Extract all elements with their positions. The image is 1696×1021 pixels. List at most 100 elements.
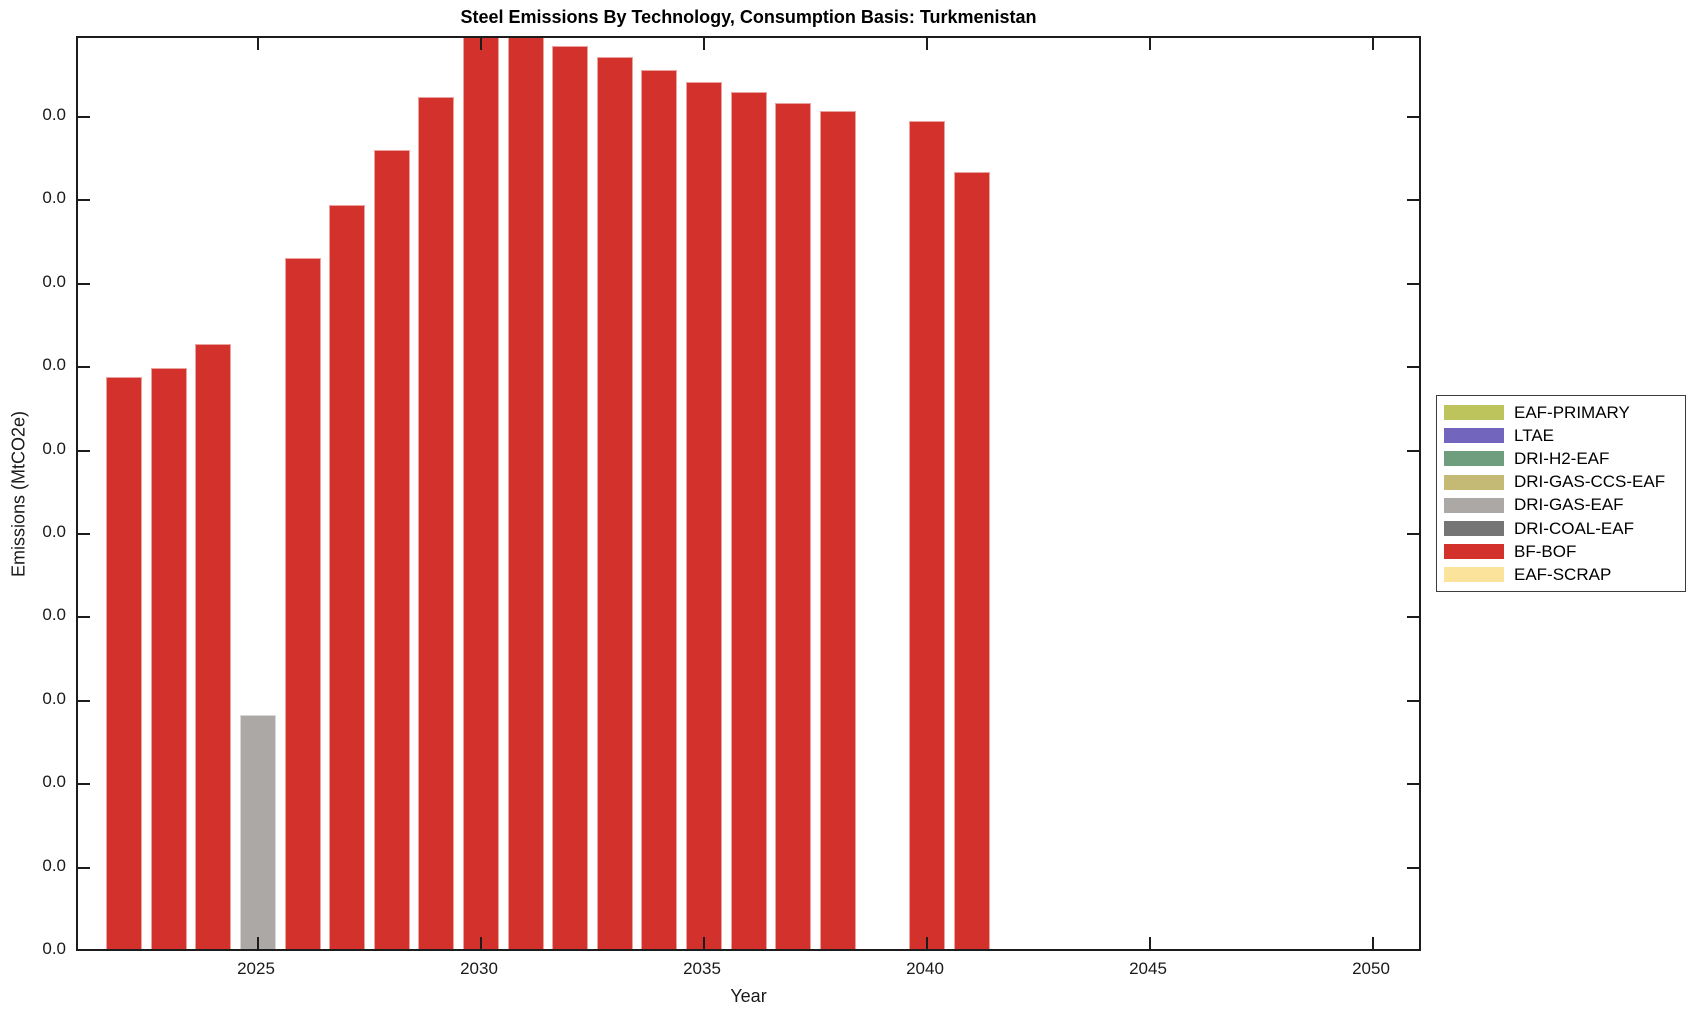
- legend-swatch: [1444, 521, 1504, 537]
- bar-2036-bf-bof: [730, 92, 767, 949]
- bar-2028-bf-bof: [373, 150, 410, 949]
- bar-2040-bf-bof: [909, 120, 945, 949]
- x-tick-mark: [703, 937, 705, 949]
- y-tick-mark: [78, 783, 90, 786]
- y-tick-mark: [1407, 533, 1419, 535]
- bar-2030-bf-bof: [463, 38, 499, 949]
- legend-item: EAF-SCRAP: [1437, 563, 1685, 586]
- x-tick-label: 2045: [1129, 959, 1167, 978]
- y-tick-mark: [78, 116, 90, 118]
- bar-2029-bf-bof: [418, 96, 455, 949]
- bar-2041-bf-bof: [953, 171, 990, 949]
- legend-swatch: [1444, 451, 1504, 467]
- y-tick-label: 0.0: [42, 105, 66, 124]
- y-tick-mark: [78, 866, 90, 869]
- x-axis-label: Year: [730, 986, 767, 1006]
- x-tick-mark: [703, 38, 705, 50]
- legend-label: EAF-PRIMARY: [1514, 402, 1630, 422]
- bar-2033-bf-bof: [596, 57, 633, 949]
- y-tick-mark: [1407, 116, 1419, 118]
- legend-swatch: [1444, 474, 1504, 490]
- x-tick-mark: [926, 937, 928, 949]
- y-tick-label: 0.0: [42, 855, 66, 875]
- legend-label: LTAE: [1514, 425, 1554, 445]
- legend-item: DRI-GAS-CCS-EAF: [1437, 471, 1685, 494]
- y-tick-mark: [1407, 282, 1419, 285]
- bar-2032-bf-bof: [552, 45, 589, 949]
- y-tick-mark: [78, 282, 90, 285]
- x-tick-label: 2050: [1352, 959, 1390, 978]
- y-tick-mark: [1407, 950, 1419, 951]
- y-tick-label: 0.0: [42, 939, 66, 958]
- y-tick-label: 0.0: [42, 772, 66, 792]
- legend: EAF-PRIMARY LTAE DRI-H2-EAF DRI-GAS-CCS-EAF…: [1436, 395, 1686, 592]
- y-tick-mark: [1407, 449, 1419, 452]
- y-tick-mark: [78, 366, 90, 369]
- y-tick-mark: [1407, 783, 1419, 786]
- y-tick-mark: [78, 449, 90, 452]
- x-tick-mark: [1372, 38, 1374, 50]
- bar-2038-bf-bof: [819, 110, 856, 949]
- y-axis-label: Emissions (MtCO2e): [8, 410, 29, 578]
- x-tick-mark: [480, 937, 482, 949]
- y-tick-label: 0.0: [42, 271, 66, 291]
- legend-item: DRI-COAL-EAF: [1437, 517, 1685, 540]
- legend-swatch: [1444, 497, 1504, 513]
- y-tick-mark: [1407, 616, 1419, 619]
- y-tick-label: 0.0: [42, 605, 66, 625]
- bar-2034-bf-bof: [641, 69, 678, 949]
- legend-label: DRI-GAS-CCS-EAF: [1514, 472, 1666, 492]
- x-tick-mark: [257, 38, 259, 50]
- legend-swatch: [1444, 405, 1504, 421]
- legend-item: BF-BOF: [1437, 540, 1685, 563]
- bar-2022-bf-bof: [106, 376, 143, 949]
- bar-2035-bf-bof: [686, 82, 722, 949]
- legend-item: EAF-PRIMARY: [1437, 401, 1685, 424]
- x-tick-mark: [257, 937, 259, 949]
- y-tick-mark: [78, 699, 90, 702]
- x-tick-label: 2025: [237, 959, 275, 978]
- y-tick-label: 0.0: [42, 355, 66, 375]
- y-tick-mark: [78, 533, 90, 535]
- legend-item: DRI-GAS-EAF: [1437, 494, 1685, 517]
- bar-2031-bf-bof: [507, 38, 544, 949]
- legend-swatch: [1444, 544, 1504, 560]
- x-tick-mark: [1149, 38, 1151, 50]
- x-tick-mark: [480, 38, 482, 50]
- legend-label: DRI-COAL-EAF: [1514, 518, 1634, 538]
- bar-2027-bf-bof: [329, 205, 366, 949]
- x-tick-label: 2030: [460, 959, 498, 978]
- legend-item: LTAE: [1437, 424, 1685, 447]
- y-tick-label: 0.0: [42, 688, 66, 708]
- chart-title: Steel Emissions By Technology, Consumpti…: [460, 7, 1037, 27]
- bar-2026-bf-bof: [284, 258, 321, 949]
- legend-label: DRI-H2-EAF: [1514, 448, 1610, 468]
- bar-2023-bf-bof: [150, 367, 187, 949]
- y-tick-label: 0.0: [42, 438, 66, 458]
- bar-2025-dri-gas-eaf: [240, 715, 276, 949]
- legend-label: EAF-SCRAP: [1514, 564, 1612, 584]
- x-tick-label: 2040: [906, 959, 944, 978]
- legend-swatch: [1444, 567, 1504, 583]
- y-tick-mark: [1407, 699, 1419, 702]
- y-tick-mark: [78, 199, 90, 202]
- y-tick-mark: [1407, 866, 1419, 869]
- x-tick-mark: [1149, 937, 1151, 949]
- y-tick-label: 0.0: [42, 522, 66, 541]
- plot-area: [76, 36, 1421, 951]
- x-tick-label: 2035: [683, 959, 721, 978]
- y-tick-mark: [78, 616, 90, 619]
- legend-swatch: [1444, 428, 1504, 444]
- legend-item: DRI-H2-EAF: [1437, 447, 1685, 470]
- legend-label: DRI-GAS-EAF: [1514, 495, 1624, 515]
- x-tick-mark: [1372, 937, 1374, 949]
- bar-2037-bf-bof: [775, 102, 812, 949]
- legend-label: BF-BOF: [1514, 541, 1577, 561]
- y-tick-label: 0.0: [42, 188, 66, 208]
- y-tick-mark: [1407, 199, 1419, 202]
- bar-2024-bf-bof: [195, 344, 232, 949]
- x-tick-mark: [926, 38, 928, 50]
- y-tick-mark: [1407, 366, 1419, 369]
- y-tick-mark: [78, 950, 90, 951]
